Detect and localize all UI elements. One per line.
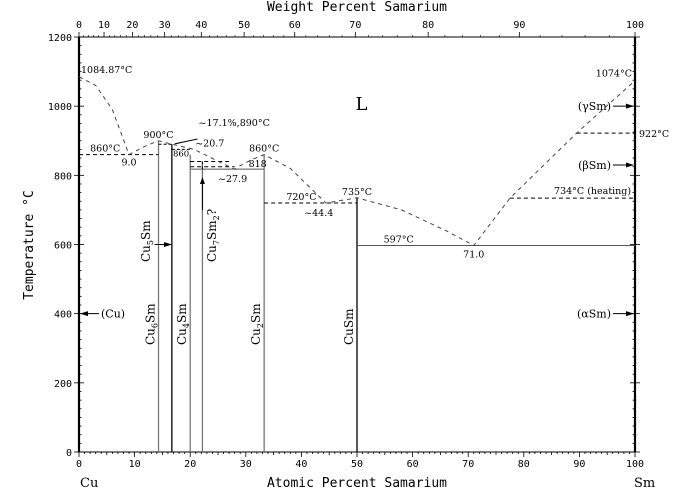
cu7sm2-arrowhead [199,177,205,184]
label-860-small: 860 [173,150,189,160]
gamma-sm-arrowhead [626,103,634,109]
phase-label-gamma-sm: (γSm) [578,100,611,113]
label-cu2sm-860: 860°C [249,144,279,155]
top-axis-title: Weight Percent Samarium [267,0,447,15]
x-tick-label: 90 [573,459,585,470]
y-tick-label: 0 [66,448,72,459]
wt-tick-label: 80 [422,20,434,31]
y-tick-label: 1200 [48,33,72,44]
label-44-4: ~44.4 [304,208,333,219]
label-eutectic-9: 9.0 [121,158,136,169]
wt-tick-label: 40 [195,20,207,31]
x-tick-label: 30 [240,459,252,470]
wt-tick-label: 100 [626,20,644,31]
y-tick-label: 200 [54,379,72,390]
y-tick-label: 400 [54,310,72,321]
label-597c: 597°C [384,235,414,246]
wt-tick-label: 70 [349,20,361,31]
y-tick-label: 1000 [48,102,72,113]
label-71-0: 71.0 [463,250,484,261]
y-tick-label: 800 [54,171,72,182]
x-tick-label: 100 [626,459,644,470]
y-tick-label: 600 [54,241,72,252]
phase-label-alpha-sm: (αSm) [577,308,611,321]
compound-label-cu2sm: Cu2Sm [249,303,265,345]
compound-label-cu7sm2: Cu7Sm2? [205,209,221,262]
liquidus-line [78,76,636,247]
label-cu-melting: 1084.87°C [81,65,132,76]
wt-tick-label: 50 [238,20,250,31]
left-element-label: Cu [80,476,98,491]
compound-label-cu4sm: Cu4Sm [175,303,191,345]
bottom-axis-title: Atomic Percent Samarium [267,476,447,491]
x-tick-label: 50 [351,459,363,470]
arrowhead-17-1 [173,141,183,145]
label-20-7: ~20.7 [195,138,224,149]
cu-arrowhead [80,311,88,317]
compound-label-cusm: CuSm [342,308,356,345]
label-sm-melting: 1074°C [596,69,632,80]
compound-label-cu6sm: Cu6Sm [144,303,160,345]
diagram-labels: 1084.87°C 1074°C 9.0 900°C ~17.1%,890°C ~20.7… [80,65,669,345]
cu5sm-arrowhead [164,242,172,247]
right-element-label: Sm [634,476,655,491]
wt-tick-label: 10 [98,20,110,31]
x-tick-label: 0 [76,459,82,470]
liquid-region-label: L [355,94,367,115]
label-860c-left: 860°C [90,144,120,155]
x-tick-label: 40 [295,459,307,470]
label-735c: 735°C [342,187,372,198]
x-tick-label: 70 [462,459,474,470]
label-818: 818 [249,159,267,170]
beta-sm-arrowhead [626,162,634,168]
phase-label-beta-sm: (βSm) [578,159,611,172]
label-17-1-890: ~17.1%,890°C [199,118,270,129]
wt-tick-label: 90 [513,20,525,31]
label-27-9: ~27.9 [218,174,247,185]
x-tick-label: 60 [407,459,419,470]
label-720c: 720°C [286,192,316,203]
label-900c: 900°C [143,130,173,141]
label-734c-heating: 734°C (heating) [554,186,631,197]
y-axis-title: Temperature °C [22,190,37,300]
wt-tick-label: 0 [76,20,82,31]
x-tick-label: 10 [129,459,141,470]
compound-label-cu5sm: Cu5Sm [139,220,155,262]
phase-label-cu: (Cu) [101,308,125,321]
wt-tick-label: 20 [126,20,138,31]
x-tick-label: 80 [518,459,530,470]
alpha-sm-arrowhead [626,311,634,317]
label-922c: 922°C [639,129,669,140]
wt-tick-label: 30 [159,20,171,31]
wt-tick-label: 60 [289,20,301,31]
x-tick-label: 20 [184,459,196,470]
axis-ticks: 0 10 20 30 40 50 60 70 80 90 1000 10 20 30 40 50 60 70 80 9… [48,20,644,470]
